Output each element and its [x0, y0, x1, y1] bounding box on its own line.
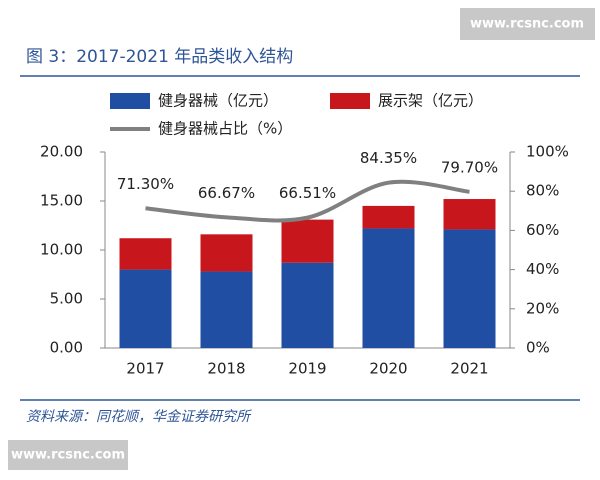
data-label: 71.30% [117, 175, 174, 193]
y-tick-label: 10.00 [40, 241, 83, 259]
bar [362, 228, 415, 348]
x-tick-label: 2019 [288, 360, 326, 378]
watermark-box [460, 8, 595, 40]
source: 资料来源：同花顺，华金证券研究所 [26, 409, 252, 425]
legend-swatch [330, 93, 370, 109]
data-label: 84.35% [360, 149, 417, 167]
legend-label: 展示架（亿元） [378, 92, 483, 110]
legend-label: 健身器械（亿元） [158, 92, 278, 110]
bar [119, 269, 172, 348]
y2-tick-label: 0% [526, 339, 550, 357]
data-label: 79.70% [441, 158, 498, 176]
bar [200, 234, 253, 272]
chart-title: 图 3：2017-2021 年品类收入结构 [26, 47, 293, 67]
bar [119, 238, 172, 270]
legend-label: 健身器械占比（%） [158, 120, 292, 138]
y2-tick-label: 20% [526, 299, 559, 317]
data-label: 66.67% [198, 184, 255, 202]
y2-tick-label: 40% [526, 260, 559, 278]
bar [443, 199, 496, 230]
bar [200, 271, 253, 348]
data-label: 66.51% [279, 184, 336, 202]
y-tick-label: 20.00 [40, 143, 83, 161]
y-tick-label: 5.00 [50, 290, 83, 308]
bar [362, 205, 415, 229]
bar [281, 262, 334, 348]
legend-swatch [110, 93, 150, 109]
watermark: www.rcsnc.com [11, 448, 125, 463]
bar [281, 219, 334, 263]
y-tick-label: 0.00 [50, 339, 83, 357]
watermark: www.rcsnc.com [470, 17, 584, 32]
y2-tick-label: 80% [526, 182, 559, 200]
bar [443, 229, 496, 348]
y2-tick-label: 100% [526, 143, 569, 161]
x-tick-label: 2021 [450, 360, 488, 378]
x-tick-label: 2018 [207, 360, 245, 378]
y2-tick-label: 60% [526, 221, 559, 239]
x-tick-label: 2017 [126, 360, 164, 378]
x-tick-label: 2020 [369, 360, 407, 378]
watermark-box [8, 440, 128, 470]
y-tick-label: 15.00 [40, 192, 83, 210]
line [145, 179, 470, 223]
